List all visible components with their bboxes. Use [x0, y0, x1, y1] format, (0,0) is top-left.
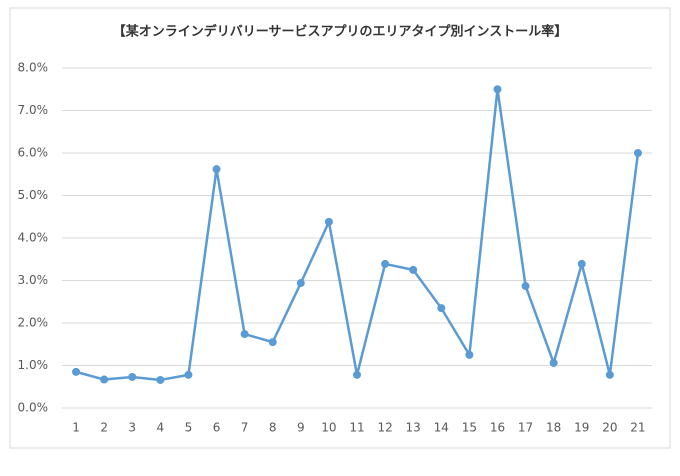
x-tick-label: 14	[434, 421, 449, 435]
data-point	[296, 279, 305, 288]
data-point	[521, 282, 530, 291]
data-point	[465, 350, 474, 359]
y-tick-label: 6.0%	[18, 146, 49, 160]
y-tick-label: 4.0%	[18, 231, 49, 245]
x-tick-label: 3	[128, 421, 136, 435]
data-point	[577, 259, 586, 268]
x-tick-label: 12	[377, 421, 392, 435]
data-point	[156, 375, 165, 384]
y-tick-label: 5.0%	[18, 188, 49, 202]
data-point	[605, 370, 614, 379]
y-tick-label: 1.0%	[18, 358, 49, 372]
x-tick-label: 4	[157, 421, 165, 435]
y-tick-label: 3.0%	[18, 273, 49, 287]
x-tick-label: 1	[72, 421, 80, 435]
x-tick-label: 7	[241, 421, 249, 435]
data-point	[493, 85, 502, 94]
data-point	[240, 330, 249, 339]
chart-title: 【某オンラインデリバリーサービスアプリのエリアタイプ別インストール率】	[113, 24, 567, 40]
data-point	[353, 370, 361, 379]
data-point	[184, 370, 193, 379]
x-tick-label: 8	[269, 421, 277, 435]
x-tick-label: 17	[518, 421, 533, 435]
chart-frame	[9, 7, 671, 449]
x-tick-label: 6	[213, 421, 221, 435]
data-point	[381, 259, 390, 268]
x-tick-label: 9	[297, 421, 305, 435]
x-tick-label: 18	[546, 421, 561, 435]
x-tick-label: 5	[185, 421, 193, 435]
data-point	[72, 367, 81, 376]
data-point	[409, 265, 418, 274]
data-point	[128, 372, 137, 381]
data-point	[212, 165, 221, 174]
y-tick-label: 8.0%	[18, 61, 49, 75]
data-point	[437, 304, 446, 313]
x-tick-label: 2	[100, 421, 108, 435]
x-tick-label: 11	[349, 421, 364, 435]
x-tick-label: 21	[630, 421, 645, 435]
y-tick-label: 2.0%	[18, 316, 49, 330]
y-tick-label: 7.0%	[18, 103, 49, 117]
data-point	[324, 217, 333, 226]
x-tick-label: 15	[462, 421, 477, 435]
x-tick-label: 10	[321, 421, 336, 435]
x-tick-label: 13	[406, 421, 421, 435]
y-tick-label: 0.0%	[18, 401, 49, 415]
x-tick-label: 20	[602, 421, 617, 435]
x-tick-label: 19	[574, 421, 589, 435]
x-tick-label: 16	[490, 421, 505, 435]
data-point	[633, 149, 642, 157]
data-point	[100, 375, 109, 384]
data-point	[549, 358, 558, 367]
data-point	[268, 338, 277, 347]
